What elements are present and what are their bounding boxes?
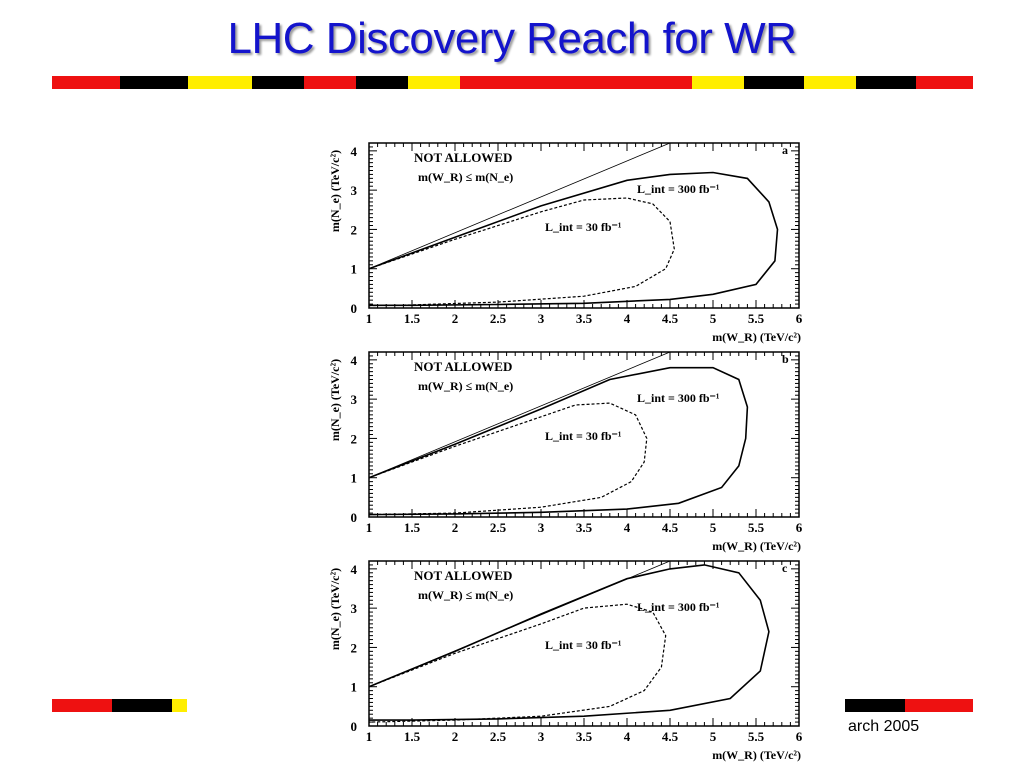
- y-tick-label: 3: [351, 392, 358, 407]
- contour-30fb: [368, 402, 648, 516]
- y-tick-label: 0: [351, 301, 358, 316]
- x-axis-label: m(W_R) (TeV/c²): [712, 539, 801, 553]
- x-tick-label: 3: [538, 311, 545, 326]
- x-tick-label: 4.5: [662, 520, 679, 535]
- slide-title: LHC Discovery Reach for WR: [227, 14, 797, 63]
- x-tick-label: 3.5: [576, 729, 593, 744]
- x-tick-label: 5.5: [748, 729, 765, 744]
- x-tick-label: 6: [796, 729, 803, 744]
- contour-300fb: [368, 564, 770, 721]
- x-tick-label: 5.5: [748, 311, 765, 326]
- legend-30fb: L_int = 30 fb⁻¹: [545, 429, 622, 443]
- boundary-line: [368, 351, 671, 479]
- y-tick-label: 4: [351, 353, 358, 368]
- legend-30fb: L_int = 30 fb⁻¹: [545, 638, 622, 652]
- footer-date: arch 2005: [848, 718, 920, 735]
- y-tick-label: 2: [351, 431, 358, 446]
- x-tick-label: 2.5: [490, 729, 507, 744]
- not-allowed-label: NOT ALLOWED: [414, 359, 512, 374]
- x-tick-label: 3: [538, 729, 545, 744]
- y-tick-label: 3: [351, 601, 358, 616]
- contour-30fb: [368, 603, 667, 723]
- not-allowed-condition: m(W_R) ≤ m(N_e): [418, 379, 513, 393]
- y-tick-label: 3: [351, 183, 358, 198]
- panel-label: a: [782, 143, 788, 157]
- x-tick-label: 1: [366, 729, 373, 744]
- x-tick-label: 6: [796, 311, 803, 326]
- x-tick-label: 5.5: [748, 520, 765, 535]
- x-tick-label: 1.5: [404, 520, 421, 535]
- y-tick-label: 2: [351, 640, 358, 655]
- x-tick-label: 6: [796, 520, 803, 535]
- not-allowed-label: NOT ALLOWED: [414, 568, 512, 583]
- legend-300fb: L_int = 300 fb⁻¹: [637, 391, 720, 405]
- not-allowed-label: NOT ALLOWED: [414, 150, 512, 165]
- y-axis-label: m(N_e) (TeV/c²): [328, 150, 342, 232]
- footer-stripe-right: [845, 699, 973, 712]
- x-tick-label: 5: [710, 729, 717, 744]
- y-tick-label: 1: [351, 680, 358, 695]
- x-tick-label: 1: [366, 311, 373, 326]
- x-tick-label: 4: [624, 729, 631, 744]
- x-tick-label: 2.5: [490, 520, 507, 535]
- y-tick-label: 4: [351, 144, 358, 159]
- x-tick-label: 4: [624, 311, 631, 326]
- not-allowed-condition: m(W_R) ≤ m(N_e): [418, 170, 513, 184]
- x-tick-label: 2.5: [490, 311, 507, 326]
- legend-300fb: L_int = 300 fb⁻¹: [637, 600, 720, 614]
- legend-30fb: L_int = 30 fb⁻¹: [545, 220, 622, 234]
- y-axis-label: m(N_e) (TeV/c²): [328, 359, 342, 441]
- panel-label: b: [782, 352, 789, 366]
- x-tick-label: 3.5: [576, 520, 593, 535]
- x-axis-label: m(W_R) (TeV/c²): [712, 748, 801, 762]
- x-tick-label: 3.5: [576, 311, 593, 326]
- x-tick-label: 5: [710, 311, 717, 326]
- contour-300fb: [368, 366, 749, 516]
- boundary-line: [368, 142, 671, 270]
- contour-300fb: [368, 171, 779, 307]
- x-tick-label: 3: [538, 520, 545, 535]
- header-stripe: [52, 76, 973, 89]
- x-tick-label: 1: [366, 520, 373, 535]
- x-tick-label: 4: [624, 520, 631, 535]
- y-tick-label: 0: [351, 719, 358, 734]
- y-tick-label: 4: [351, 562, 358, 577]
- not-allowed-condition: m(W_R) ≤ m(N_e): [418, 588, 513, 602]
- x-axis-label: m(W_R) (TeV/c²): [712, 330, 801, 344]
- x-tick-label: 2: [452, 311, 459, 326]
- y-tick-label: 2: [351, 222, 358, 237]
- x-tick-label: 5: [710, 520, 717, 535]
- footer-stripe-left: [52, 699, 187, 712]
- y-axis-label: m(N_e) (TeV/c²): [328, 568, 342, 650]
- panel-label: c: [782, 561, 788, 575]
- y-tick-label: 0: [351, 510, 358, 525]
- y-tick-label: 1: [351, 471, 358, 486]
- x-tick-label: 1.5: [404, 729, 421, 744]
- x-tick-label: 1.5: [404, 311, 421, 326]
- x-tick-label: 2: [452, 520, 459, 535]
- x-tick-label: 2: [452, 729, 459, 744]
- y-tick-label: 1: [351, 262, 358, 277]
- x-tick-label: 4.5: [662, 729, 679, 744]
- x-tick-label: 4.5: [662, 311, 679, 326]
- legend-300fb: L_int = 300 fb⁻¹: [637, 182, 720, 196]
